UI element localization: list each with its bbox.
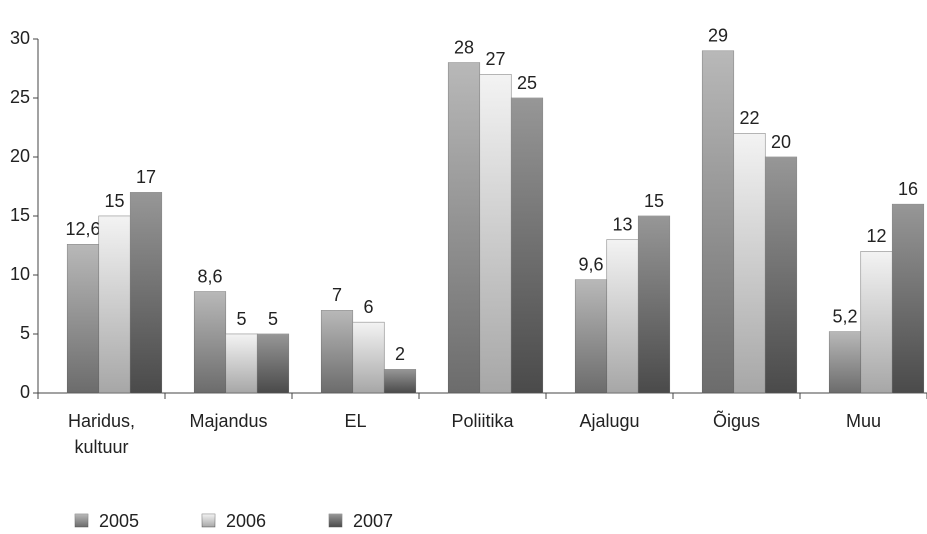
bar-shade — [225, 334, 258, 393]
legend-label: 2006 — [226, 511, 266, 531]
bar-shade — [511, 98, 543, 393]
data-label: 16 — [898, 179, 918, 199]
bar-shade — [575, 279, 607, 393]
bar-shade — [321, 310, 353, 393]
data-label: 29 — [708, 26, 728, 46]
bar-shade — [352, 322, 385, 393]
data-label: 12,6 — [65, 219, 100, 239]
bar-shade — [606, 239, 639, 393]
x-tick-label: Muu — [845, 411, 881, 431]
data-label: 28 — [454, 37, 474, 57]
x-tick-label: Poliitika — [451, 411, 514, 431]
data-label: 6 — [363, 297, 373, 317]
data-label: 27 — [485, 49, 505, 69]
bar-shade — [733, 133, 766, 393]
data-label: 5,2 — [832, 306, 857, 326]
data-label: 12 — [866, 226, 886, 246]
data-label: 13 — [612, 214, 632, 234]
bar-shade — [638, 216, 670, 393]
bar-shade — [384, 369, 416, 393]
data-label: 22 — [739, 108, 759, 128]
data-label: 9,6 — [578, 254, 603, 274]
y-tick-label: 20 — [10, 146, 30, 166]
legend-swatch-shade — [75, 514, 88, 527]
bar-shade — [130, 192, 162, 393]
bar-shade — [98, 216, 131, 393]
data-label: 15 — [644, 191, 664, 211]
x-tick-label: Õigus — [712, 411, 761, 431]
bar-shade — [448, 62, 480, 393]
data-label: 15 — [104, 191, 124, 211]
bar-shade — [257, 334, 289, 393]
y-tick-label: 10 — [10, 264, 30, 284]
bar-shade — [765, 157, 797, 393]
bar-shade — [479, 74, 512, 394]
bar-shade — [67, 244, 99, 393]
data-label: 8,6 — [197, 266, 222, 286]
data-label: 25 — [517, 73, 537, 93]
data-label: 20 — [771, 132, 791, 152]
x-tick-label: Majandus — [189, 411, 268, 431]
y-tick-label: 0 — [20, 382, 30, 402]
bar-shade — [194, 291, 226, 393]
data-label: 17 — [136, 167, 156, 187]
y-tick-label: 25 — [10, 87, 30, 107]
legend-swatch-shade — [202, 514, 215, 527]
y-tick-label: 15 — [10, 205, 30, 225]
bar-shade — [829, 331, 861, 393]
x-tick-label: EL — [344, 411, 367, 431]
data-label: 7 — [332, 285, 342, 305]
bar-shade — [892, 204, 924, 393]
data-label: 5 — [236, 309, 246, 329]
legend-label: 2007 — [353, 511, 393, 531]
bar-shade — [860, 251, 893, 393]
data-label: 2 — [395, 344, 405, 364]
x-tick-label: Ajalugu — [579, 411, 640, 431]
x-tick-label: Haridus, kultuur — [67, 411, 136, 457]
y-tick-label: 5 — [20, 323, 30, 343]
bar-shade — [702, 50, 734, 394]
data-label: 5 — [268, 309, 278, 329]
legend-label: 2005 — [99, 511, 139, 531]
y-tick-label: 30 — [10, 28, 30, 48]
legend-swatch-shade — [329, 514, 342, 527]
